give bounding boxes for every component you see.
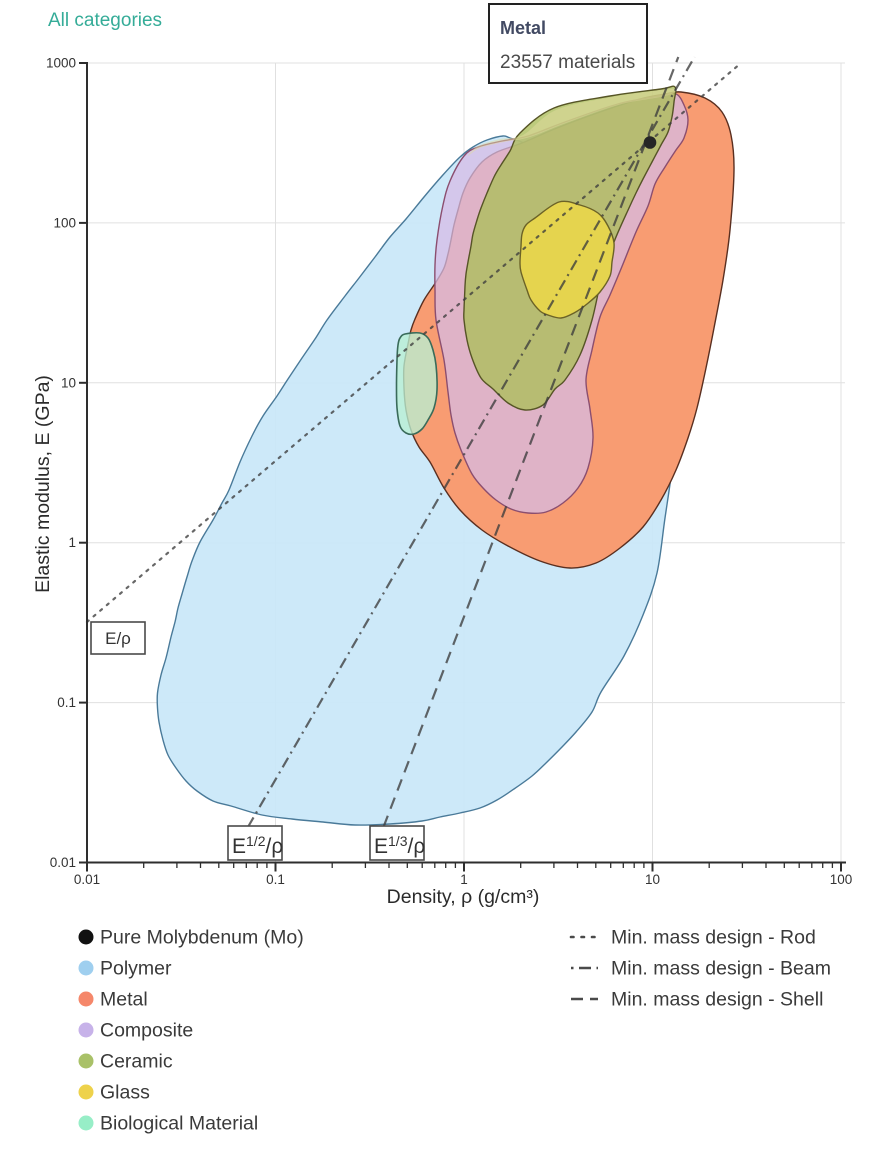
svg-text:0.01: 0.01 <box>74 872 100 887</box>
svg-text:100: 100 <box>53 215 76 230</box>
svg-text:Pure Molybdenum (Mo): Pure Molybdenum (Mo) <box>100 927 304 949</box>
svg-text:1: 1 <box>460 872 468 887</box>
svg-text:Composite: Composite <box>100 1020 193 1042</box>
svg-text:Min. mass design - Rod: Min. mass design - Rod <box>611 927 816 949</box>
svg-text:1: 1 <box>68 535 76 550</box>
svg-text:Metal: Metal <box>100 989 148 1011</box>
svg-text:23557 materials: 23557 materials <box>500 52 635 73</box>
svg-text:100: 100 <box>830 872 853 887</box>
svg-text:0.1: 0.1 <box>266 872 285 887</box>
svg-text:1000: 1000 <box>46 56 76 71</box>
svg-text:Polymer: Polymer <box>100 958 172 980</box>
svg-text:Min. mass design - Shell: Min. mass design - Shell <box>611 989 823 1011</box>
svg-text:Ceramic: Ceramic <box>100 1051 173 1073</box>
svg-text:Glass: Glass <box>100 1082 150 1104</box>
svg-text:0.01: 0.01 <box>50 855 76 870</box>
svg-text:E/ρ: E/ρ <box>105 629 131 648</box>
svg-text:10: 10 <box>61 375 76 390</box>
svg-text:10: 10 <box>645 872 660 887</box>
svg-text:Metal: Metal <box>500 18 546 38</box>
svg-text:0.1: 0.1 <box>57 695 76 710</box>
svg-text:Density, ρ (g/cm³): Density, ρ (g/cm³) <box>387 886 540 908</box>
svg-text:Elastic modulus, E (GPa): Elastic modulus, E (GPa) <box>32 375 54 593</box>
svg-text:Min. mass design - Beam: Min. mass design - Beam <box>611 958 831 980</box>
svg-text:Biological Material: Biological Material <box>100 1113 258 1135</box>
